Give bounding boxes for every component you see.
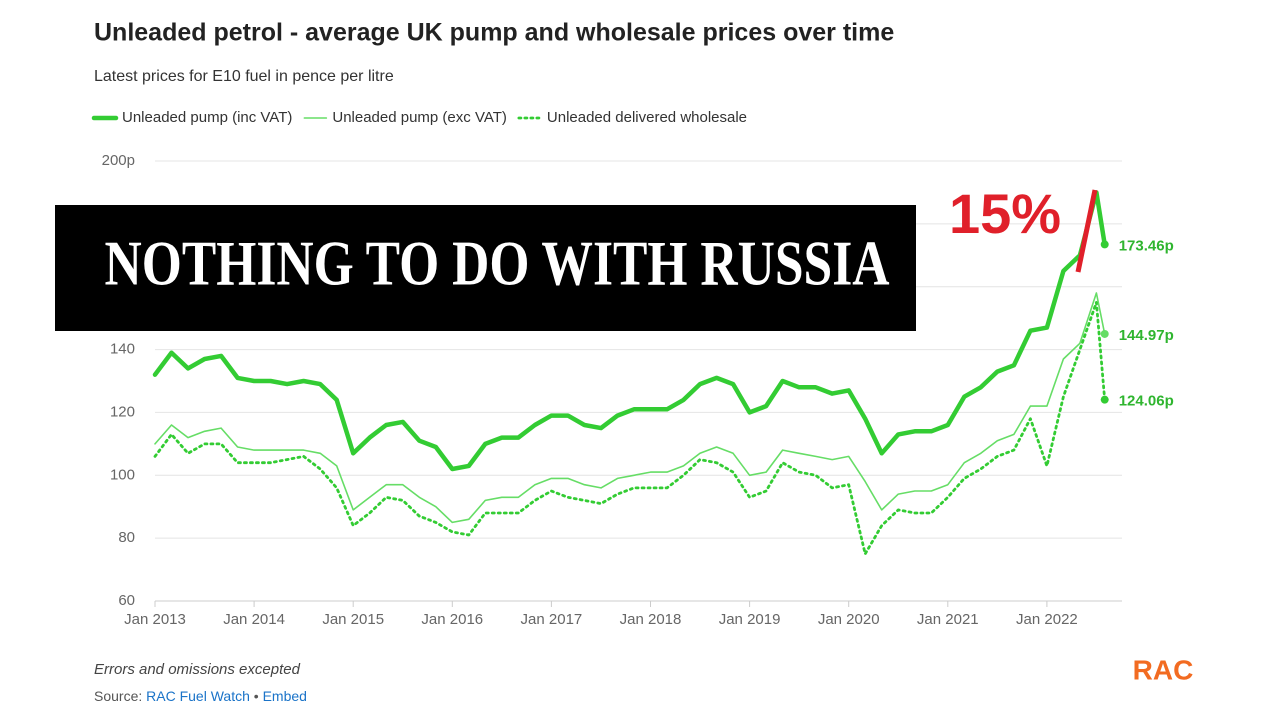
- embed-link[interactable]: Embed: [263, 688, 307, 704]
- source-prefix: Source:: [94, 688, 142, 704]
- x-tick-label: Jan 2021: [917, 611, 979, 628]
- series-line: [154, 292, 1106, 524]
- overlay-text: NOTHING TO DO WITH RUSSIA: [105, 228, 890, 299]
- y-tick-label: 140: [110, 341, 135, 358]
- x-tick-label: Jan 2019: [719, 611, 781, 628]
- x-tick-label: Jan 2013: [124, 611, 186, 628]
- end-point: [1100, 395, 1109, 404]
- y-tick-label: 200p: [102, 152, 135, 169]
- annotation-slash: [1075, 189, 1098, 273]
- y-tick-label: 60: [118, 592, 135, 609]
- source-link[interactable]: RAC Fuel Watch: [146, 688, 250, 704]
- source-separator: •: [254, 688, 259, 704]
- y-tick-label: 120: [110, 403, 135, 420]
- legend-label: Unleaded pump (inc VAT): [122, 109, 292, 126]
- end-label: 124.06p: [1119, 393, 1174, 410]
- x-tick-label: Jan 2018: [620, 611, 682, 628]
- legend-label: Unleaded pump (exc VAT): [332, 109, 507, 126]
- x-tick-label: Jan 2014: [223, 611, 285, 628]
- y-tick-label: 100: [110, 466, 135, 483]
- end-point: [1100, 329, 1109, 338]
- end-point: [1100, 240, 1109, 249]
- x-tick-label: Jan 2017: [521, 611, 583, 628]
- end-label: 173.46p: [1119, 237, 1174, 254]
- note: Errors and omissions excepted: [94, 661, 301, 678]
- annotation: 15%: [949, 182, 1061, 245]
- x-tick-label: Jan 2022: [1016, 611, 1078, 628]
- x-tick-label: Jan 2015: [322, 611, 384, 628]
- chart-title: Unleaded petrol - average UK pump and wh…: [94, 19, 894, 47]
- y-tick-label: 80: [118, 529, 135, 546]
- legend: Unleaded pump (inc VAT) Unleaded pump (ex…: [91, 109, 747, 126]
- end-label: 144.97p: [1119, 327, 1174, 344]
- source: Source: RAC Fuel Watch • Embed: [94, 688, 307, 704]
- series-line: [153, 300, 1107, 556]
- series-line: [152, 190, 1107, 472]
- x-tick-label: Jan 2016: [421, 611, 483, 628]
- logo: RAC: [1133, 654, 1194, 685]
- x-tick-label: Jan 2020: [818, 611, 880, 628]
- chart-subtitle: Latest prices for E10 fuel in pence per …: [94, 68, 394, 85]
- legend-label: Unleaded delivered wholesale: [547, 109, 747, 126]
- overlay-box: [55, 205, 916, 331]
